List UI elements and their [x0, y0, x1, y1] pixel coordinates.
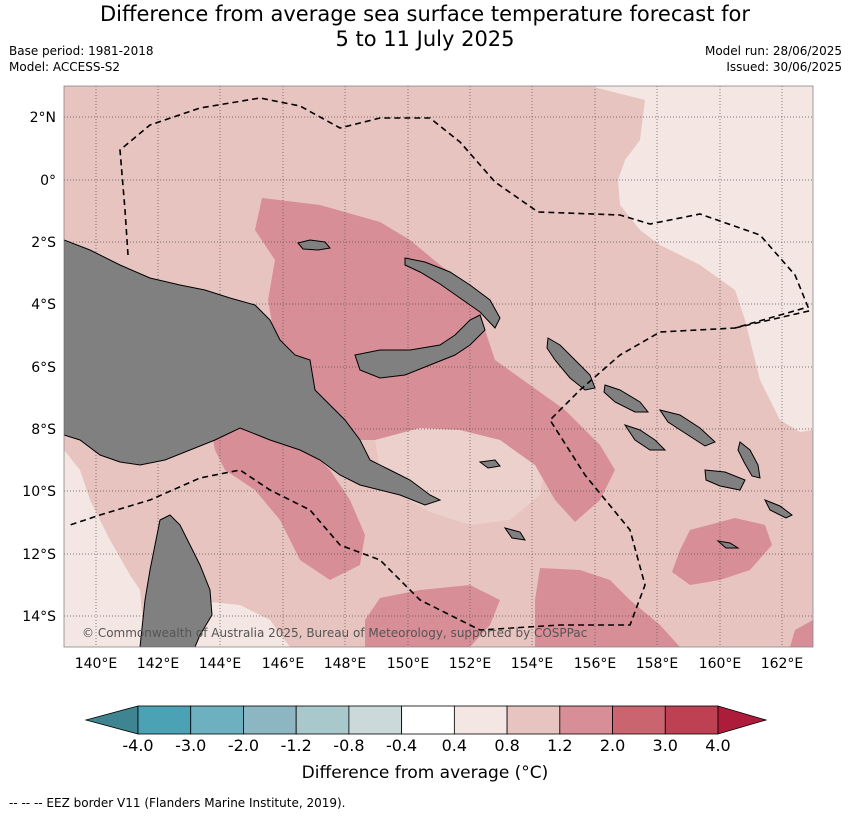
colorbar-tick-label: 4.0 [705, 736, 730, 755]
lat-label: 10°S [22, 484, 56, 500]
eez-border [69, 97, 813, 631]
lon-label: 162°E [761, 656, 804, 672]
lat-label: 14°S [22, 609, 56, 625]
colorbar-tick-label: 2.0 [600, 736, 625, 755]
title-line-1: Difference from average sea surface temp… [100, 2, 750, 26]
lat-label: 8°S [31, 422, 56, 438]
meta-right: Model run: 28/06/2025 Issued: 30/06/2025 [705, 43, 842, 75]
map-frame [63, 85, 814, 648]
colorbar-tick-label: -3.0 [175, 736, 206, 755]
issued-date: Issued: 30/06/2025 [726, 60, 842, 74]
new-britain-island [354, 314, 486, 379]
title-line-2: 5 to 11 July 2025 [335, 27, 515, 51]
malaita-island [737, 441, 761, 479]
colorbar-segment [453, 705, 508, 735]
meta-left: Base period: 1981-2018 Model: ACCESS-S2 [9, 43, 154, 75]
lat-label: 12°S [22, 547, 56, 563]
lon-label: 140°E [75, 656, 118, 672]
lon-label: 156°E [574, 656, 617, 672]
new-guinea-landmass [64, 239, 442, 506]
lon-label: 158°E [636, 656, 679, 672]
lon-label: 150°E [387, 656, 430, 672]
bougainville-island [546, 337, 596, 391]
colorbar-tick-label: 3.0 [653, 736, 678, 755]
lon-label: 152°E [449, 656, 492, 672]
lon-label: 144°E [199, 656, 242, 672]
lat-label: 2°S [31, 235, 56, 251]
colorbar-segment [664, 705, 719, 735]
colorbar-extend-min [84, 705, 139, 735]
cape-york-peninsula [139, 514, 213, 647]
eez-legend: -- -- -- EEZ border V11 (Flanders Marine… [9, 796, 346, 810]
graticule [64, 86, 813, 647]
sst-anomaly-light-east [590, 86, 813, 432]
lon-label: 146°E [262, 656, 305, 672]
colorbar-tick-label: 1.2 [547, 736, 572, 755]
colorbar-title: Difference from average (°C) [301, 763, 549, 783]
manus-island [297, 239, 331, 251]
lon-labels: 140°E 142°E 144°E 146°E 148°E 150°E 152°… [75, 656, 804, 672]
land-masses [64, 239, 793, 647]
new-georgia-island [623, 424, 667, 451]
lon-label: 160°E [699, 656, 742, 672]
model-name: Model: ACCESS-S2 [9, 60, 121, 74]
lat-label: 2°N [30, 110, 56, 126]
sst-anomaly-strong-southeast [790, 620, 813, 647]
colorbar-segment [137, 705, 192, 735]
choiseul-island [603, 384, 650, 413]
sst-anomaly-strong-coral-sea [535, 568, 680, 647]
colorbar-segment [559, 705, 613, 735]
sst-anomaly-strong-gulf [210, 420, 365, 580]
colorbar-tick-label: -2.0 [228, 736, 259, 755]
lon-label: 142°E [137, 656, 180, 672]
colorbar: -4.0 -3.0 -2.0 -1.2 -0.8 -0.4 0.4 0.8 1.2 2.0 3.0 4… [84, 705, 768, 755]
colorbar-segment [295, 705, 350, 735]
colorbar-segment [506, 705, 561, 735]
colorbar-segment [348, 705, 403, 735]
colorbar-segment [190, 705, 244, 735]
guadalcanal-island [704, 469, 746, 491]
colorbar-tick-label: 0.8 [494, 736, 519, 755]
map-title: Difference from average sea surface temp… [0, 2, 850, 52]
rennell-island [716, 540, 740, 549]
colorbar-extend-max [717, 705, 768, 735]
colorbar-tick-label: -0.8 [333, 736, 364, 755]
lon-label: 148°E [324, 656, 367, 672]
santa-isabel-island [658, 409, 716, 447]
colorbar-tick-label: 0.4 [442, 736, 467, 755]
colorbar-segment [243, 705, 297, 735]
lat-label: 4°S [31, 297, 56, 313]
colorbar-segment [401, 705, 455, 735]
model-run: Model run: 28/06/2025 [704, 44, 842, 58]
colorbar-tick-label: -0.4 [386, 736, 417, 755]
louisiade-island [503, 527, 527, 541]
colorbar-segment [612, 705, 666, 735]
base-period: Base period: 1981-2018 [9, 44, 154, 58]
lon-label: 154°E [511, 656, 554, 672]
sst-anomaly-light-southwest [64, 450, 145, 647]
trobriand-islands [478, 459, 501, 469]
lat-label: 6°S [31, 360, 56, 376]
colorbar-tick-label: -4.0 [122, 736, 153, 755]
colorbar-tick-label: -1.2 [281, 736, 312, 755]
copyright-text: © Commonwealth of Australia 2025, Bureau… [82, 626, 587, 640]
sst-anomaly-strong-solomon [672, 518, 772, 585]
lat-label: 0° [40, 173, 56, 189]
makira-island [763, 499, 793, 519]
sst-anomaly-strong-south [365, 585, 500, 647]
lat-labels: 2°N 0° 2°S 4°S 6°S 8°S 10°S 12°S 14°S [22, 110, 56, 625]
map-area [64, 86, 813, 647]
new-ireland-island [404, 257, 501, 329]
